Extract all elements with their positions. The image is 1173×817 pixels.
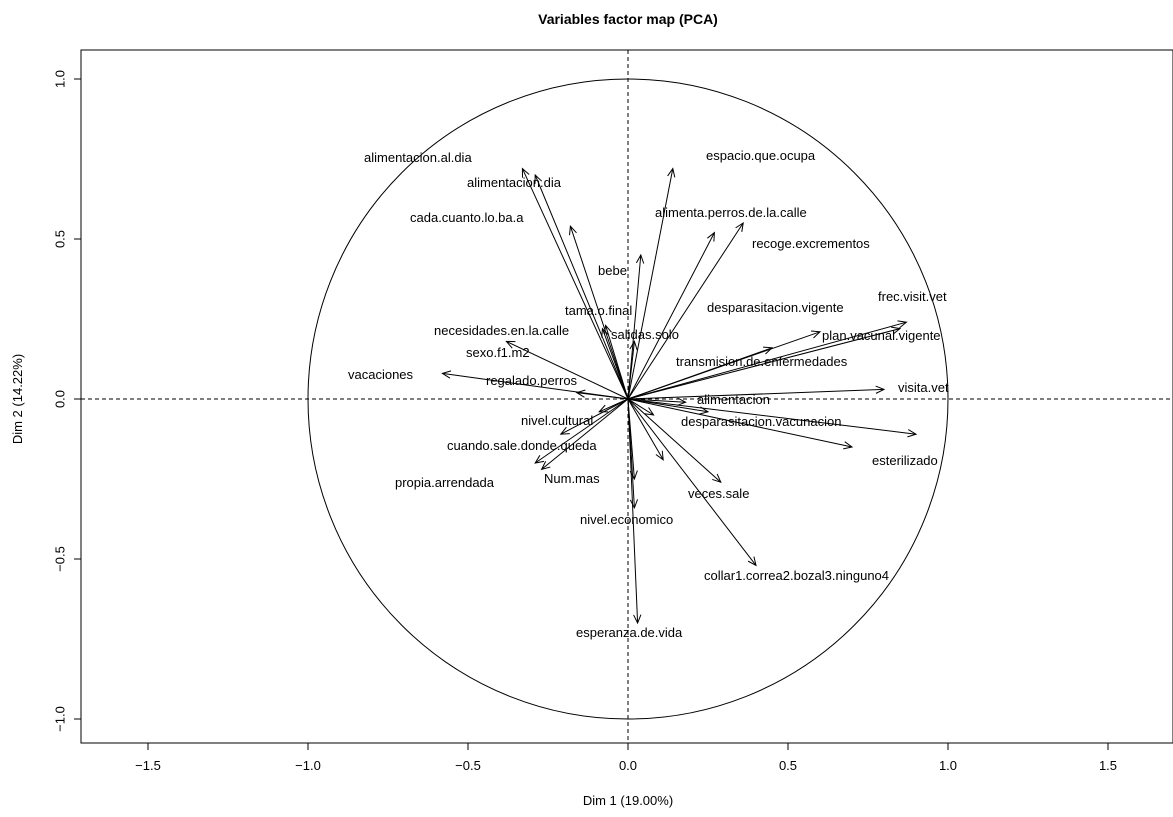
- label-necesidades-en-la-calle: necesidades.en.la.calle: [434, 323, 569, 338]
- arrow-espacio-que-ocupa: [627, 167, 676, 400]
- arrow-nivel-cultural: [598, 398, 629, 413]
- y-tick-label-3: 0.5: [52, 230, 67, 248]
- label-espacio-que-ocupa: espacio.que.ocupa: [706, 148, 816, 163]
- arrow-recoge-excrementos: [627, 221, 744, 400]
- label-vacaciones: vacaciones: [348, 367, 414, 382]
- label-salidas-solo: salidas.solo: [611, 327, 679, 342]
- label-veces-sale: veces.sale: [688, 486, 749, 501]
- arrow-cada-cuanto-lo-ba-a: [534, 173, 629, 400]
- x-tick-label-2: −0.5: [455, 758, 481, 773]
- arrow-veces-sale: [627, 398, 722, 484]
- arrow-alimentacion-al-dia: [521, 167, 629, 400]
- label-alimentacion-dia: alimentacion.dia: [467, 175, 562, 190]
- label-plan-vacunal-vigente: plan.vacunal.vigente: [822, 328, 941, 343]
- arrow-propia-arrendada: [534, 398, 629, 464]
- arrow-alimentacion-dia: [569, 225, 629, 400]
- arrow-alimenta-perros-de-la-calle: [627, 231, 715, 400]
- arrow-spur-d: [627, 398, 854, 450]
- plot-frame: [80, 49, 1173, 744]
- label-esterilizado: esterilizado: [872, 453, 938, 468]
- arrow-vacaciones: [441, 370, 629, 400]
- axis-ticks: −1.5 −1.0 −0.5 0.0 0.5 1.0 1.5 −1.0 −0.5 0.0 0.5 1.…: [52, 70, 1117, 773]
- arrow-num-mas: [540, 398, 629, 471]
- x-tick-label-5: 1.0: [939, 758, 957, 773]
- arrow-salidas-solo: [627, 340, 638, 400]
- label-frec-visit-vet: frec.visit.vet: [878, 289, 947, 304]
- label-regalado-perros: regalado.perros: [486, 373, 578, 388]
- y-axis-label: Dim 2 (14.22%): [10, 354, 25, 444]
- chart-title: Variables factor map (PCA): [538, 11, 718, 27]
- label-alimentacion-al-dia: alimentacion.al.dia: [364, 150, 472, 165]
- label-collar-correa-bozal-ninguno: collar1.correa2.bozal3.ninguno4: [704, 568, 889, 583]
- label-cada-cuanto-lo-ba-a: cada.cuanto.lo.ba.a: [410, 210, 524, 225]
- arrow-esperanza-de-vida: [627, 398, 642, 625]
- arrow-necesidades-en-la-calle: [601, 327, 629, 400]
- variable-labels: alimentacion.al.dia alimentacion.dia cad…: [348, 148, 949, 640]
- y-tick-label-0: −1.0: [52, 706, 67, 732]
- arrow-collar1-correa2-bozal3-ninguno4: [627, 398, 757, 567]
- y-tick-label-4: 1.0: [52, 70, 67, 88]
- label-esperanza-de-vida: esperanza.de.vida: [576, 625, 683, 640]
- label-alimentacion: alimentacion: [697, 392, 770, 407]
- label-desparasitacion-vacunacion: desparasitacion.vacunacion: [681, 414, 841, 429]
- label-nivel-economico: nivel.economico: [580, 512, 673, 527]
- y-tick-label-1: −0.5: [52, 546, 67, 572]
- label-recoge-excrementos: recoge.excrementos: [752, 236, 870, 251]
- arrow-alimentacion: [627, 397, 687, 406]
- label-desparasitacion-vigente: desparasitacion.vigente: [707, 300, 844, 315]
- x-axis-label: Dim 1 (19.00%): [583, 793, 673, 808]
- label-tama-o-final: tama.o.final: [565, 303, 632, 318]
- arrow-frec-visit-vet: [627, 320, 908, 400]
- arrow-spur-a: [627, 398, 664, 461]
- x-tick-label-1: −1.0: [295, 758, 321, 773]
- variable-arrows: [441, 167, 918, 625]
- label-propia-arrendada: propia.arrendada: [395, 475, 495, 490]
- arrow-visita-vet: [627, 385, 886, 400]
- arrow-bebe: [627, 253, 645, 400]
- label-visita-vet: visita.vet: [898, 380, 949, 395]
- arrow-esterilizado: [627, 398, 918, 438]
- x-tick-label-4: 0.5: [779, 758, 797, 773]
- arrow-spur-b: [627, 398, 638, 481]
- label-nivel-cultural: nivel.cultural: [521, 413, 593, 428]
- arrow-transmision-de-enfermedades: [627, 346, 774, 400]
- label-alimenta-perros-de-la-calle: alimenta.perros.de.la.calle: [655, 205, 807, 220]
- arrow-spur-c: [627, 398, 655, 416]
- label-sexo-f1-m2: sexo.f1.m2: [466, 345, 530, 360]
- y-tick-label-2: 0.0: [52, 390, 67, 408]
- label-cuando-sale-donde-queda: cuando.sale.donde.queda: [447, 438, 597, 453]
- label-bebe: bebe: [598, 263, 627, 278]
- arrow-plan-vacunal-vigente: [627, 326, 902, 400]
- arrow-cuando-sale-donde-queda: [559, 398, 629, 435]
- arrow-sexo-f1-m2: [505, 340, 629, 400]
- x-tick-label-6: 1.5: [1099, 758, 1117, 773]
- x-tick-label-0: −1.5: [135, 758, 161, 773]
- label-transmision-de-enfermedades: transmision.de.enfermedades: [676, 354, 848, 369]
- label-num-mas: Num.mas: [544, 471, 600, 486]
- x-tick-label-3: 0.0: [619, 758, 637, 773]
